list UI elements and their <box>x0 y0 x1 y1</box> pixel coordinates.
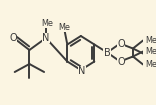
Text: Me: Me <box>145 49 156 58</box>
Text: O: O <box>117 39 125 49</box>
Text: Me: Me <box>145 60 156 69</box>
Text: B: B <box>104 47 111 58</box>
Text: Me: Me <box>59 23 71 32</box>
Text: Me: Me <box>145 36 156 45</box>
Text: O: O <box>9 33 17 43</box>
Text: Me: Me <box>145 47 156 56</box>
Text: O: O <box>117 56 125 66</box>
Text: Me: Me <box>41 18 53 28</box>
Text: N: N <box>42 33 50 43</box>
Text: N: N <box>78 66 85 76</box>
